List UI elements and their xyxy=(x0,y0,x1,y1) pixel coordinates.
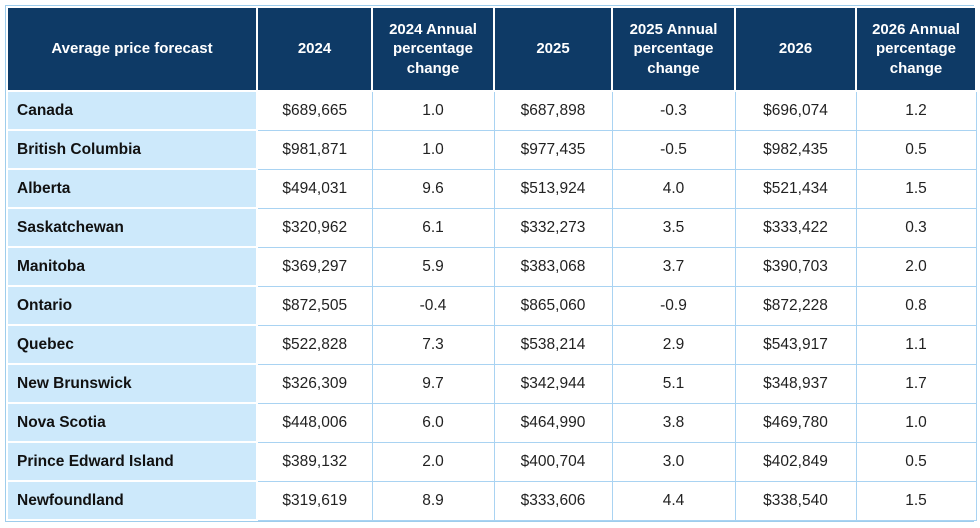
value-cell: 4.4 xyxy=(611,480,736,521)
value-cell: 0.5 xyxy=(855,441,977,482)
table-row-nova-scotia: Nova Scotia $448,006 6.0 $464,990 3.8 $4… xyxy=(6,402,977,443)
value-cell: $513,924 xyxy=(493,168,613,209)
value-cell: $402,849 xyxy=(734,441,857,482)
value-cell: $332,273 xyxy=(493,207,613,248)
table-frame: Average price forecast 2024 2024 Annual … xyxy=(5,5,977,522)
value-cell: 2.9 xyxy=(611,324,736,365)
column-header-2024-change: 2024 Annual percentage change xyxy=(371,6,495,92)
table-row-newfoundland: Newfoundland $319,619 8.9 $333,606 4.4 $… xyxy=(6,480,977,521)
value-cell: $543,917 xyxy=(734,324,857,365)
value-cell: $383,068 xyxy=(493,246,613,287)
region-cell: Alberta xyxy=(6,168,258,209)
region-cell: Nova Scotia xyxy=(6,402,258,443)
value-cell: $538,214 xyxy=(493,324,613,365)
value-cell: 3.5 xyxy=(611,207,736,248)
value-cell: $333,422 xyxy=(734,207,857,248)
table-row-alberta: Alberta $494,031 9.6 $513,924 4.0 $521,4… xyxy=(6,168,977,209)
region-cell: Manitoba xyxy=(6,246,258,287)
value-cell: 3.7 xyxy=(611,246,736,287)
column-header-2025: 2025 xyxy=(493,6,613,92)
region-cell: Canada xyxy=(6,90,258,131)
table-row-saskatchewan: Saskatchewan $320,962 6.1 $332,273 3.5 $… xyxy=(6,207,977,248)
value-cell: -0.4 xyxy=(371,285,495,326)
table-row-manitoba: Manitoba $369,297 5.9 $383,068 3.7 $390,… xyxy=(6,246,977,287)
value-cell: 5.9 xyxy=(371,246,495,287)
value-cell: 6.0 xyxy=(371,402,495,443)
table-row-ontario: Ontario $872,505 -0.4 $865,060 -0.9 $872… xyxy=(6,285,977,326)
value-cell: $400,704 xyxy=(493,441,613,482)
column-header-2026-change: 2026 Annual percentage change xyxy=(855,6,977,92)
value-cell: 1.0 xyxy=(855,402,977,443)
value-cell: $319,619 xyxy=(256,480,373,521)
region-cell: Ontario xyxy=(6,285,258,326)
value-cell: 0.5 xyxy=(855,129,977,170)
value-cell: $369,297 xyxy=(256,246,373,287)
value-cell: 3.0 xyxy=(611,441,736,482)
region-cell: Newfoundland xyxy=(6,480,258,521)
value-cell: $333,606 xyxy=(493,480,613,521)
value-cell: -0.3 xyxy=(611,90,736,131)
value-cell: 1.2 xyxy=(855,90,977,131)
value-cell: 2.0 xyxy=(371,441,495,482)
value-cell: $865,060 xyxy=(493,285,613,326)
value-cell: -0.9 xyxy=(611,285,736,326)
value-cell: $872,505 xyxy=(256,285,373,326)
value-cell: $494,031 xyxy=(256,168,373,209)
column-header-2025-change: 2025 Annual percentage change xyxy=(611,6,736,92)
value-cell: 1.5 xyxy=(855,168,977,209)
value-cell: 6.1 xyxy=(371,207,495,248)
average-price-forecast-table: Average price forecast 2024 2024 Annual … xyxy=(6,6,977,521)
table-row-canada: Canada $689,665 1.0 $687,898 -0.3 $696,0… xyxy=(6,90,977,131)
column-header-2024: 2024 xyxy=(256,6,373,92)
table-row-prince-edward-island: Prince Edward Island $389,132 2.0 $400,7… xyxy=(6,441,977,482)
value-cell: $696,074 xyxy=(734,90,857,131)
value-cell: $326,309 xyxy=(256,363,373,404)
value-cell: $342,944 xyxy=(493,363,613,404)
value-cell: 1.5 xyxy=(855,480,977,521)
value-cell: $320,962 xyxy=(256,207,373,248)
value-cell: 7.3 xyxy=(371,324,495,365)
value-cell: 3.8 xyxy=(611,402,736,443)
header-row: Average price forecast 2024 2024 Annual … xyxy=(6,6,977,92)
region-cell: British Columbia xyxy=(6,129,258,170)
region-cell: Quebec xyxy=(6,324,258,365)
value-cell: $338,540 xyxy=(734,480,857,521)
value-cell: 4.0 xyxy=(611,168,736,209)
value-cell: $981,871 xyxy=(256,129,373,170)
value-cell: 1.1 xyxy=(855,324,977,365)
value-cell: $348,937 xyxy=(734,363,857,404)
value-cell: 5.1 xyxy=(611,363,736,404)
value-cell: 0.8 xyxy=(855,285,977,326)
region-cell: Prince Edward Island xyxy=(6,441,258,482)
value-cell: $689,665 xyxy=(256,90,373,131)
value-cell: $522,828 xyxy=(256,324,373,365)
value-cell: 9.6 xyxy=(371,168,495,209)
value-cell: $464,990 xyxy=(493,402,613,443)
value-cell: -0.5 xyxy=(611,129,736,170)
value-cell: $469,780 xyxy=(734,402,857,443)
value-cell: 1.0 xyxy=(371,90,495,131)
value-cell: $687,898 xyxy=(493,90,613,131)
value-cell: $390,703 xyxy=(734,246,857,287)
column-header-2026: 2026 xyxy=(734,6,857,92)
value-cell: 2.0 xyxy=(855,246,977,287)
table-row-new-brunswick: New Brunswick $326,309 9.7 $342,944 5.1 … xyxy=(6,363,977,404)
value-cell: $521,434 xyxy=(734,168,857,209)
value-cell: $389,132 xyxy=(256,441,373,482)
table-row-british-columbia: British Columbia $981,871 1.0 $977,435 -… xyxy=(6,129,977,170)
column-header-forecast: Average price forecast xyxy=(6,6,258,92)
value-cell: 0.3 xyxy=(855,207,977,248)
value-cell: 1.0 xyxy=(371,129,495,170)
value-cell: 8.9 xyxy=(371,480,495,521)
region-cell: Saskatchewan xyxy=(6,207,258,248)
value-cell: $448,006 xyxy=(256,402,373,443)
value-cell: 9.7 xyxy=(371,363,495,404)
region-cell: New Brunswick xyxy=(6,363,258,404)
table-row-quebec: Quebec $522,828 7.3 $538,214 2.9 $543,91… xyxy=(6,324,977,365)
value-cell: $977,435 xyxy=(493,129,613,170)
value-cell: 1.7 xyxy=(855,363,977,404)
value-cell: $872,228 xyxy=(734,285,857,326)
value-cell: $982,435 xyxy=(734,129,857,170)
